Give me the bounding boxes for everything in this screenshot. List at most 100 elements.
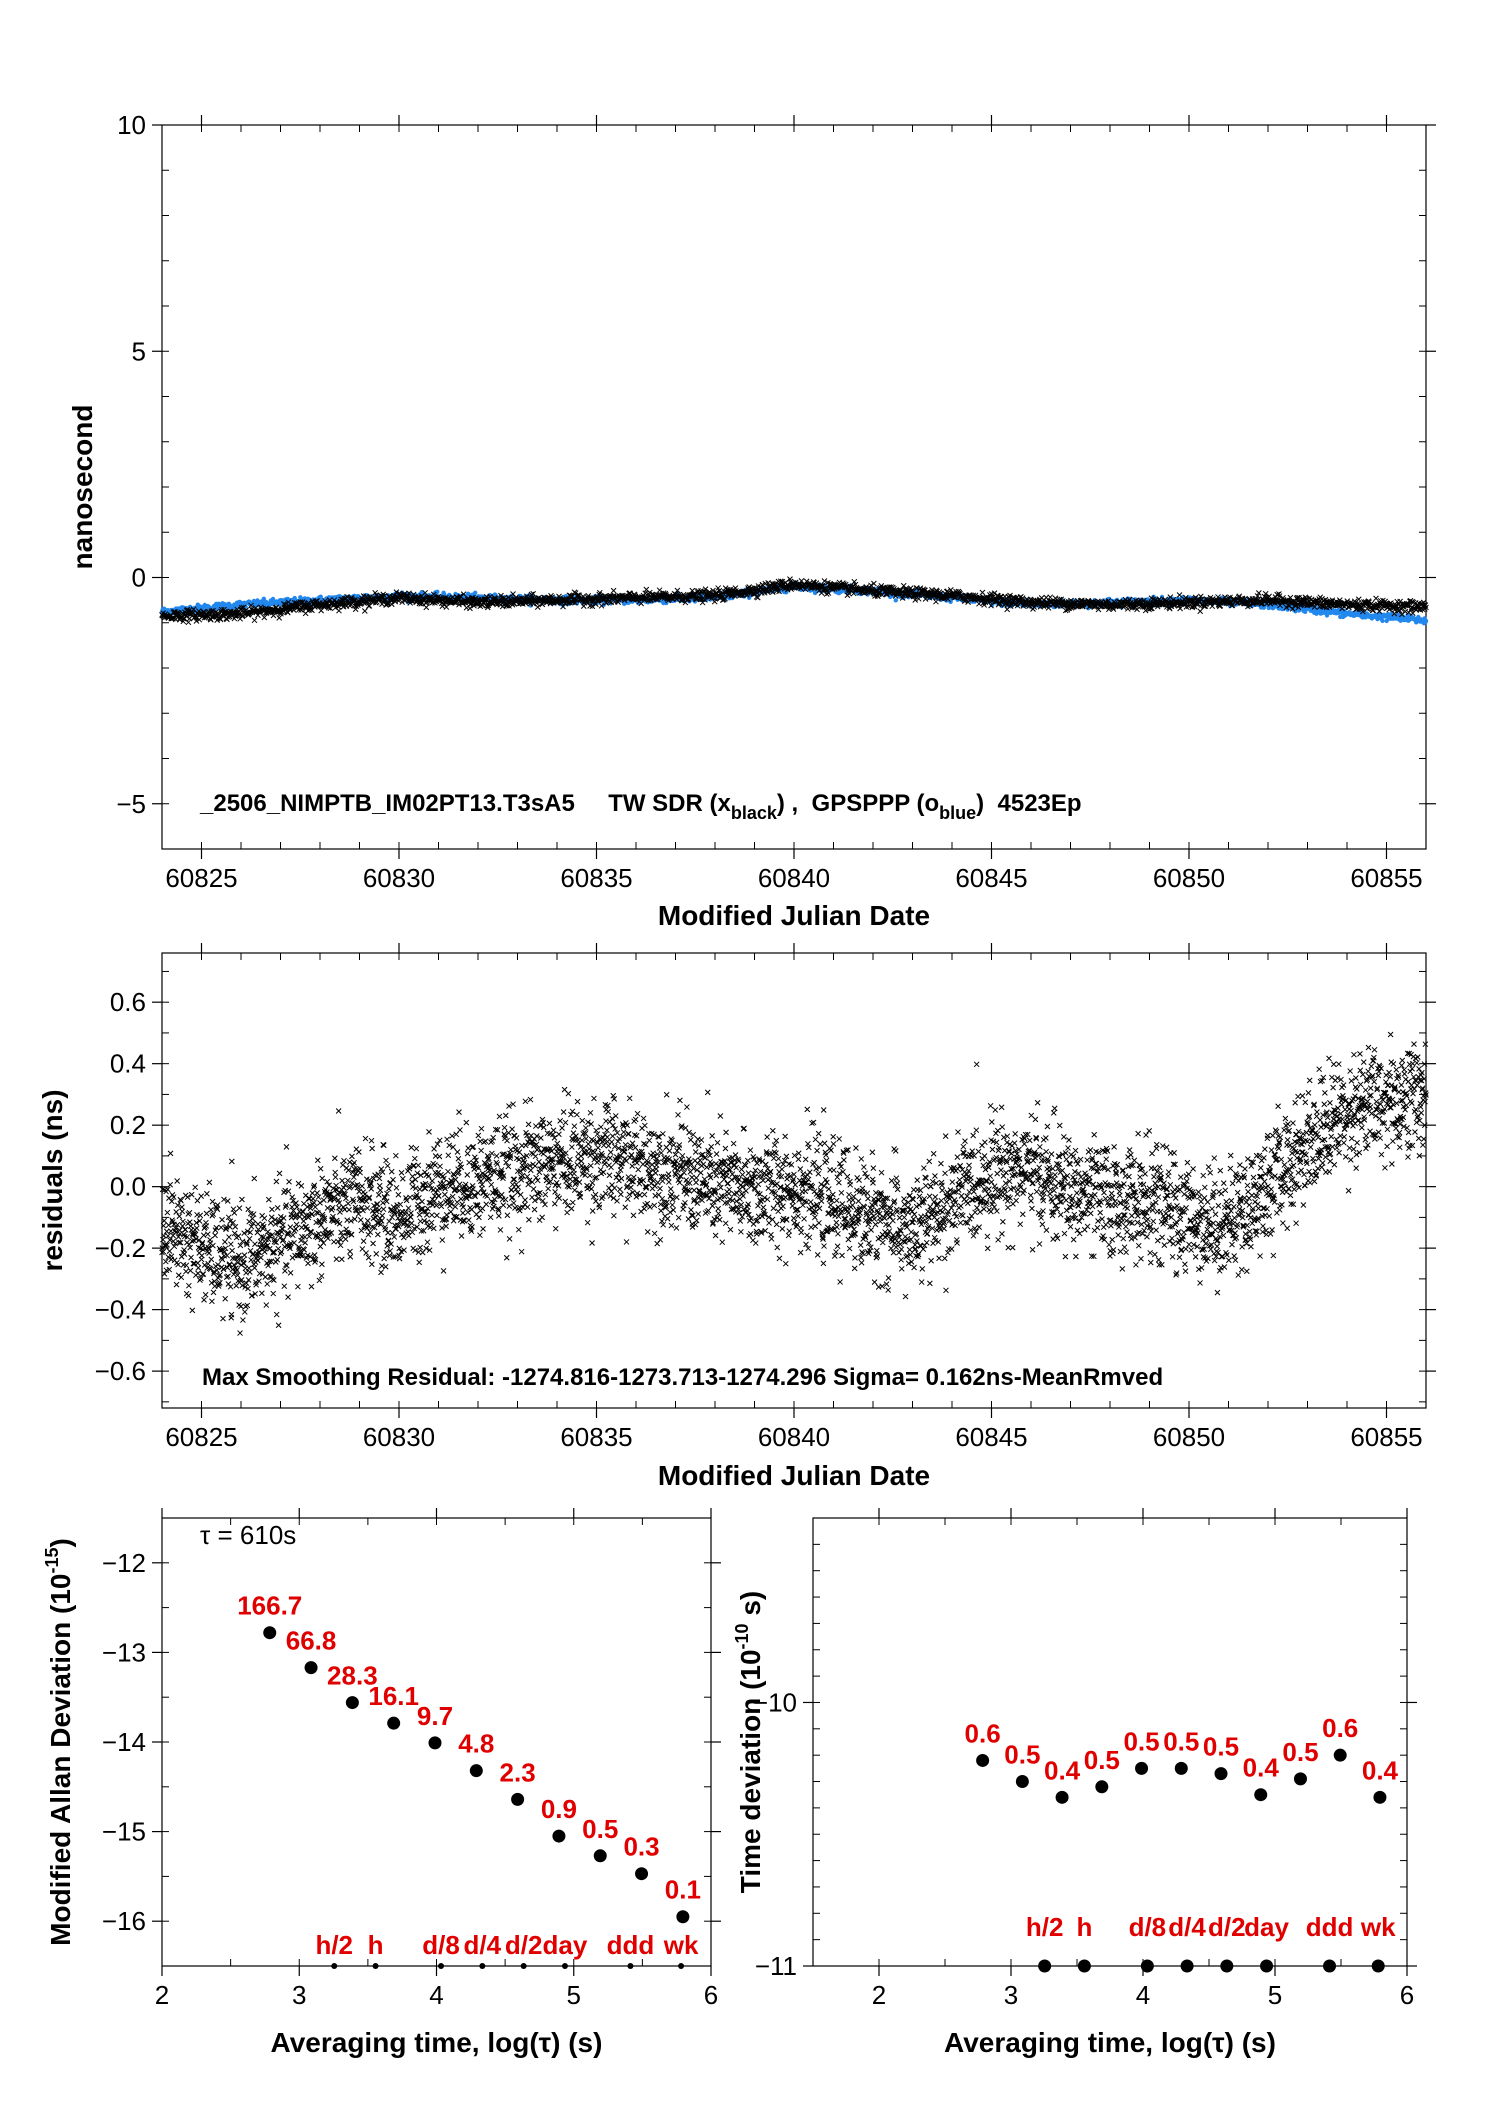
y-axis-label-text: nanosecond (67, 405, 98, 570)
annotation-suffix: ) 4523Ep (976, 790, 1081, 817)
x-tick-label: 60840 (758, 1422, 830, 1452)
y-tick-label: −5 (116, 789, 146, 819)
residual-point (375, 1232, 380, 1237)
residual-point (228, 1284, 233, 1289)
residual-point (363, 1136, 368, 1141)
residual-point (163, 1259, 168, 1264)
residual-point (180, 1219, 185, 1224)
residual-point (295, 1284, 300, 1289)
residual-point (184, 1269, 189, 1274)
residual-point (232, 1210, 237, 1215)
dataset-annotation: _2506_NIMPTB_IM02PT13.T3sA5 TW SDR (xbla… (199, 790, 1082, 823)
residual-point (277, 1171, 282, 1176)
residual-point (194, 1226, 199, 1231)
residual-point (252, 1265, 257, 1270)
residual-point (245, 1303, 250, 1308)
residual-point (282, 1268, 287, 1273)
x-tick-label: 60845 (955, 1422, 1027, 1452)
residual-point (263, 1274, 268, 1279)
residual-point (315, 1190, 320, 1195)
residual-point (368, 1230, 373, 1235)
residual-point (383, 1264, 388, 1269)
residual-point (207, 1251, 212, 1256)
residual-point (176, 1262, 181, 1267)
tw-point (362, 609, 367, 614)
residual-point (287, 1179, 292, 1184)
residual-point (339, 1257, 344, 1262)
residual-series (160, 1032, 1429, 1336)
residual-point (203, 1292, 208, 1297)
x-tick-label: 60840 (758, 863, 830, 893)
residual-point (293, 1226, 298, 1231)
residual-point (327, 1192, 332, 1197)
residual-point (166, 1223, 171, 1228)
y-tick-label: 10 (117, 110, 146, 140)
residual-point (247, 1236, 252, 1241)
tw-point (933, 599, 938, 604)
residual-point (275, 1205, 280, 1210)
residual-point (165, 1210, 170, 1215)
x-tick-label: 60850 (1153, 1422, 1225, 1452)
tw-point (187, 616, 192, 621)
residual-point (378, 1188, 383, 1193)
residual-point (252, 1242, 257, 1247)
residual-point (290, 1233, 295, 1238)
residual-point (368, 1181, 373, 1186)
residual-point (230, 1248, 235, 1253)
residual-point (376, 1192, 381, 1197)
annotation-mid: ) , GPSPPP (o (777, 790, 939, 817)
tw-point (336, 608, 341, 613)
residual-point (262, 1249, 267, 1254)
residual-point (348, 1249, 353, 1254)
residual-point (249, 1257, 254, 1262)
residual-point (199, 1194, 204, 1199)
residual-point (186, 1293, 191, 1298)
residual-point (378, 1270, 383, 1275)
residual-point (179, 1275, 184, 1280)
residual-point (196, 1271, 201, 1276)
residual-point (168, 1182, 173, 1187)
tw-point (1177, 592, 1182, 597)
residual-point (234, 1283, 239, 1288)
residual-point (262, 1216, 267, 1221)
residual-point (259, 1291, 264, 1296)
residual-point (384, 1158, 389, 1163)
residual-point (382, 1256, 387, 1261)
residual-point (247, 1269, 252, 1274)
residual-point (290, 1195, 295, 1200)
residual-point (201, 1272, 206, 1277)
residual-point (237, 1206, 242, 1211)
residual-point (211, 1290, 216, 1295)
residual-point (168, 1151, 173, 1156)
residual-point (315, 1158, 320, 1163)
residual-point (182, 1252, 187, 1257)
residual-point (229, 1159, 234, 1164)
figure: 60825 60830 60835 60840 60845 60850 60855−5051… (0, 0, 1488, 2105)
residual-point (228, 1242, 233, 1247)
residual-point (320, 1176, 325, 1181)
residual-point (276, 1323, 281, 1328)
residual-point (187, 1210, 192, 1215)
residual-point (240, 1318, 245, 1323)
y-tick-label: 5 (132, 336, 146, 366)
residual-point (275, 1257, 280, 1262)
residual-point (190, 1308, 195, 1313)
gps-point (1424, 619, 1428, 623)
plot-frame (162, 125, 1426, 849)
residual-point (239, 1304, 244, 1309)
tw-point (444, 605, 449, 610)
residual-point (188, 1268, 193, 1273)
tw-point (657, 588, 662, 593)
residual-point (364, 1251, 369, 1256)
residual-point (269, 1215, 274, 1220)
residual-point (213, 1233, 218, 1238)
residual-point (349, 1154, 354, 1159)
residual-point (343, 1196, 348, 1201)
residual-point (286, 1295, 291, 1300)
residual-point (319, 1262, 324, 1267)
x-tick-label: 60830 (363, 1422, 435, 1452)
residual-point (305, 1261, 310, 1266)
residual-point (332, 1156, 337, 1161)
residual-point (333, 1175, 338, 1180)
residual-point (358, 1170, 363, 1175)
